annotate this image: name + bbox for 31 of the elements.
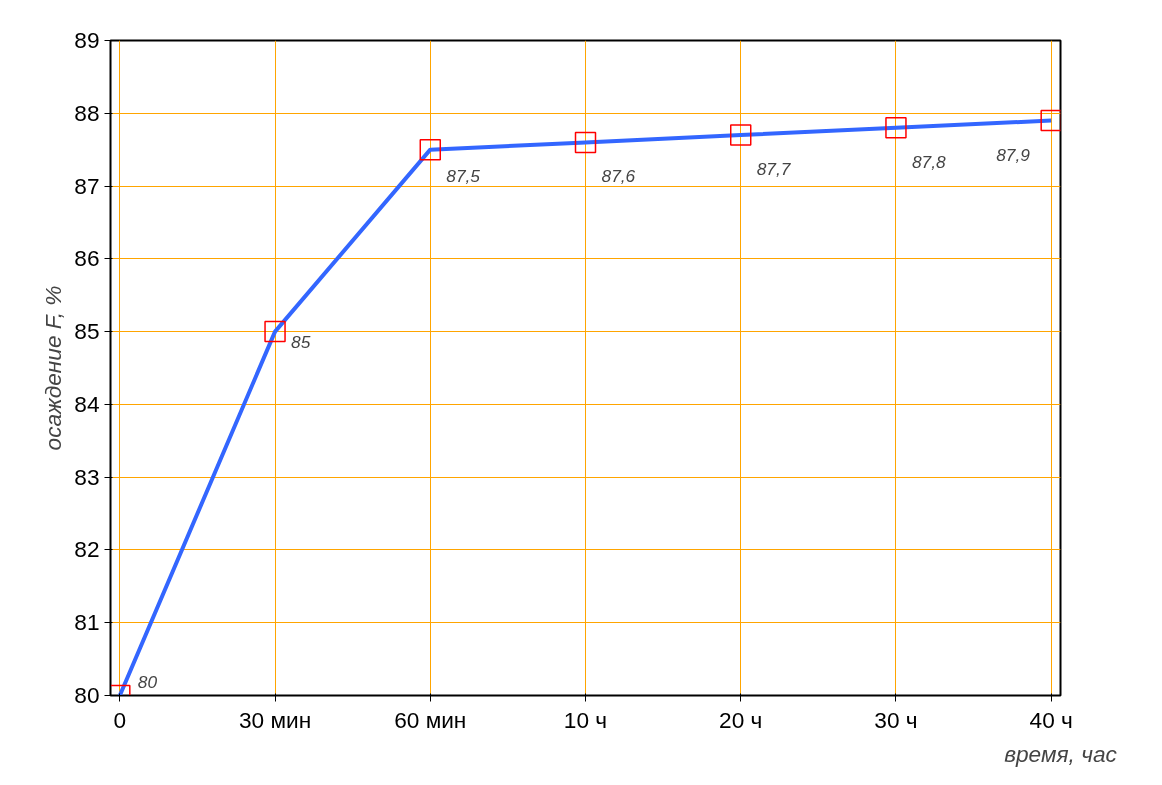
y-tick-label: 81	[74, 609, 100, 636]
data-label: 87,5	[446, 165, 481, 186]
data-label: 80	[137, 671, 158, 692]
x-tick-label: 0	[113, 706, 127, 733]
x-tick-label: 10 ч	[563, 706, 608, 733]
y-tick-label: 85	[74, 318, 100, 345]
point	[264, 320, 286, 343]
y-tick-label: 86	[74, 245, 100, 272]
x-axis-title: время, час	[1004, 740, 1118, 767]
data-label: 87,8	[911, 151, 947, 172]
x-tick-label: 60 мин	[394, 706, 467, 733]
y-tick-label: 88	[74, 99, 100, 126]
data-label: 85	[291, 331, 311, 352]
x-tick-label: 30 ч	[874, 706, 918, 733]
y-tick-label: 80	[74, 682, 100, 708]
data-label: 87,7	[756, 159, 792, 180]
y-tick-label: 89	[74, 27, 100, 53]
point	[574, 131, 597, 154]
y-tick-label: 84	[74, 390, 100, 417]
data-label: 87,6	[601, 166, 636, 187]
y-axis-title: осаждение F, %	[40, 285, 67, 451]
x-tick-label: 40 ч	[1029, 706, 1073, 733]
x-tick-label: 20 ч	[719, 706, 763, 733]
y-tick-label: 82	[74, 536, 100, 563]
x-tick-label: 30 мин	[238, 706, 312, 733]
point	[419, 138, 442, 161]
point	[729, 124, 752, 146]
data-label: 87,9	[996, 144, 1031, 165]
y-tick-label: 87	[74, 172, 100, 199]
y-tick-label: 83	[74, 463, 100, 490]
point	[885, 117, 907, 139]
